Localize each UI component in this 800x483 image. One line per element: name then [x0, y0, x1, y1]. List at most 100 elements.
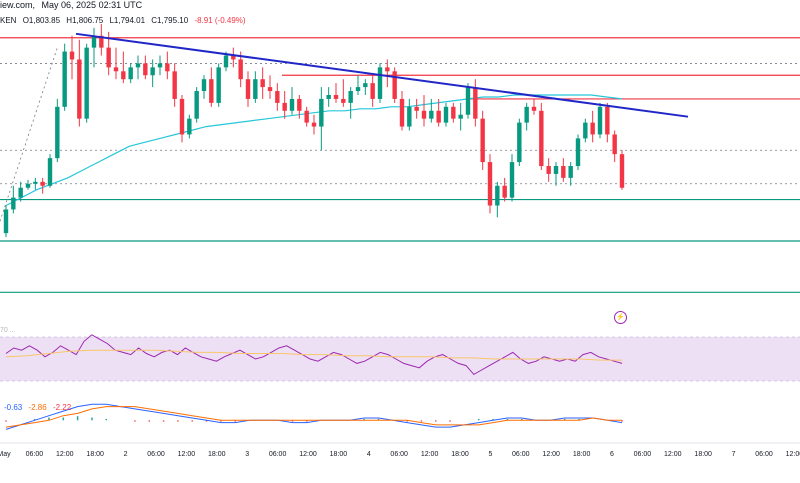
candle-body — [487, 162, 493, 206]
candle-body — [91, 35, 97, 48]
candle-body — [546, 166, 551, 174]
candle-body — [194, 91, 199, 119]
candle-body — [216, 67, 221, 103]
macd-line — [5, 403, 623, 430]
x-tick-label: 06:00 — [755, 451, 773, 458]
candle-body — [539, 110, 544, 167]
candle-body — [289, 98, 295, 111]
candle-body — [157, 63, 163, 68]
candle-body — [597, 106, 603, 135]
candle-body — [399, 98, 405, 127]
x-tick-label: 3 — [245, 451, 249, 458]
x-tick-label: May — [0, 451, 11, 458]
rsi-band — [0, 337, 800, 381]
x-tick-label: 18:00 — [330, 451, 348, 458]
candle-body — [150, 67, 155, 76]
x-tick-label: 2 — [124, 451, 128, 458]
x-tick-label: 12:00 — [421, 451, 439, 458]
x-tick-label: 12:00 — [542, 451, 560, 458]
candle-body — [40, 181, 45, 186]
candle-body — [429, 110, 434, 119]
x-tick-label: 06:00 — [269, 451, 287, 458]
replay-icon[interactable]: ⚡ — [614, 311, 627, 324]
x-tick-label: 12:00 — [664, 451, 682, 458]
candle-body — [333, 94, 339, 99]
chart-header: iew.com, May 06, 2025 02:31 UTC — [0, 0, 146, 10]
candle-body — [612, 134, 617, 155]
candle-body — [480, 118, 485, 163]
signal-line — [5, 406, 622, 428]
candle-body — [531, 106, 537, 111]
candle-body — [69, 51, 75, 60]
candle-body — [33, 181, 38, 184]
x-tick-label: 06:00 — [512, 451, 530, 458]
candle-body — [113, 67, 119, 72]
candle-body — [3, 209, 9, 234]
candle-body — [304, 110, 309, 123]
candle-body — [128, 67, 133, 80]
macd-value: -0.63 — [4, 403, 23, 412]
candle-body — [311, 122, 317, 127]
candle-body — [326, 94, 331, 99]
candle-body — [590, 122, 595, 135]
candle-body — [377, 67, 383, 99]
candle-body — [11, 197, 16, 210]
x-tick-label: 06:00 — [26, 451, 44, 458]
candle-body — [575, 138, 581, 167]
candle-body — [238, 59, 243, 80]
candle-body — [458, 114, 463, 119]
rsi-line — [5, 334, 623, 376]
candle-body — [245, 79, 251, 99]
candle-body — [55, 106, 60, 159]
x-tick-label: 7 — [732, 451, 736, 458]
x-tick-label: 18:00 — [86, 451, 104, 458]
x-tick-label: 18:00 — [208, 451, 226, 458]
candle-body — [47, 158, 53, 186]
source-label: iew.com, — [0, 0, 36, 10]
candle-body — [143, 63, 148, 76]
x-tick-label: 18:00 — [451, 451, 469, 458]
candle-body — [187, 118, 192, 135]
change-value: -8.91 (-0.49%) — [194, 16, 246, 25]
candle-body — [319, 98, 324, 127]
candle-body — [421, 110, 427, 119]
candle-body — [619, 154, 625, 188]
candle-body — [18, 187, 23, 198]
candle-body — [223, 55, 229, 68]
candle-body — [385, 67, 390, 72]
candle-body — [363, 83, 368, 88]
candle-body — [473, 87, 478, 119]
x-tick-label: 12:00 — [178, 451, 196, 458]
candle-body — [172, 71, 177, 99]
x-tick-label: 18:00 — [694, 451, 712, 458]
x-tick-label: 12:00 — [56, 451, 74, 458]
x-tick-label: 4 — [367, 451, 371, 458]
x-tick-label: 6 — [610, 451, 614, 458]
x-tick-label: 06:00 — [634, 451, 652, 458]
candle-body — [553, 166, 559, 174]
bearish-trendline — [75, 32, 689, 118]
candle-body — [165, 63, 170, 72]
high-value: H1,806.75 — [66, 16, 104, 25]
rsi-legend: 70 ... — [0, 327, 16, 334]
candle-body — [568, 166, 573, 178]
candle-body — [62, 51, 67, 107]
candle-body — [605, 106, 610, 135]
candle-body — [77, 59, 82, 119]
candle-body — [451, 106, 456, 119]
candle-body — [297, 98, 302, 111]
candle-body — [407, 106, 412, 127]
candle-body — [583, 122, 588, 139]
macd-legend: -0.63 -2.86 -2.22 — [4, 403, 75, 412]
ohlc-legend: KEN O1,803.85 H1,806.75 L1,794.01 C1,795… — [0, 16, 250, 25]
candle-body — [436, 110, 441, 123]
moving-average-line — [5, 94, 623, 207]
candle-body — [260, 79, 265, 88]
candle-body — [414, 106, 419, 111]
candle-body — [275, 91, 280, 103]
candle-body — [443, 106, 449, 123]
candle-body — [84, 47, 89, 119]
date-label: May 06, 2025 02:31 UTC — [41, 0, 143, 10]
